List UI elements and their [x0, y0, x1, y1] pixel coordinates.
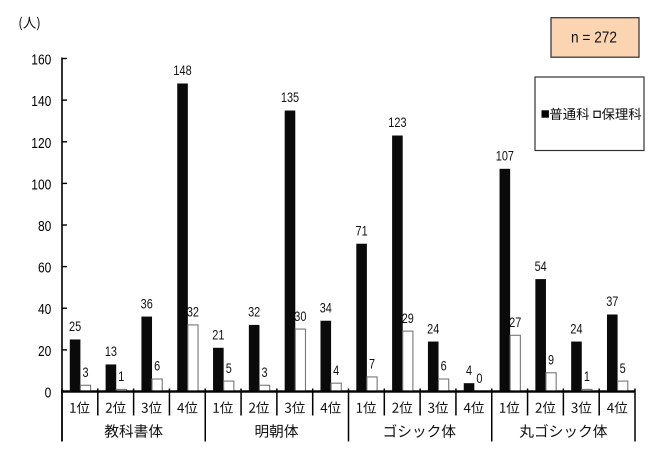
svg-text:25: 25	[69, 319, 81, 335]
svg-text:160: 160	[31, 51, 51, 68]
svg-text:107: 107	[496, 148, 514, 164]
svg-text:37: 37	[606, 294, 618, 310]
svg-text:27: 27	[509, 315, 521, 331]
svg-text:24: 24	[570, 321, 582, 337]
svg-text:140: 140	[31, 93, 51, 110]
svg-text:6: 6	[154, 358, 160, 374]
svg-text:5: 5	[226, 361, 232, 377]
svg-text:40: 40	[38, 301, 52, 318]
svg-text:148: 148	[173, 63, 191, 79]
svg-text:n = 272: n = 272	[571, 30, 617, 47]
svg-text:9: 9	[548, 352, 554, 368]
svg-text:60: 60	[38, 259, 52, 276]
svg-text:100: 100	[31, 176, 51, 193]
svg-text:0: 0	[45, 384, 52, 401]
svg-text:71: 71	[356, 223, 368, 239]
svg-text:32: 32	[187, 304, 199, 320]
svg-text:3: 3	[262, 365, 268, 381]
svg-text:24: 24	[427, 321, 439, 337]
svg-text:32: 32	[248, 304, 260, 320]
svg-text:0: 0	[476, 371, 482, 387]
svg-text:3: 3	[82, 365, 88, 381]
svg-text:135: 135	[281, 90, 299, 106]
svg-text:6: 6	[441, 358, 447, 374]
svg-text:4: 4	[466, 363, 472, 379]
svg-text:4: 4	[333, 363, 339, 379]
svg-text:5: 5	[620, 361, 626, 377]
svg-text:1: 1	[584, 369, 590, 385]
svg-text:54: 54	[535, 259, 547, 275]
svg-text:20: 20	[38, 343, 52, 360]
svg-text:13: 13	[105, 344, 117, 360]
svg-text:34: 34	[320, 300, 332, 316]
svg-text:80: 80	[38, 218, 52, 235]
svg-text:123: 123	[388, 115, 406, 131]
svg-text:30: 30	[294, 308, 306, 324]
svg-text:120: 120	[31, 135, 51, 152]
svg-text:21: 21	[212, 327, 224, 343]
svg-text:1: 1	[118, 369, 124, 385]
svg-text:36: 36	[141, 296, 153, 312]
svg-text:29: 29	[402, 311, 414, 327]
svg-text:7: 7	[369, 356, 375, 372]
